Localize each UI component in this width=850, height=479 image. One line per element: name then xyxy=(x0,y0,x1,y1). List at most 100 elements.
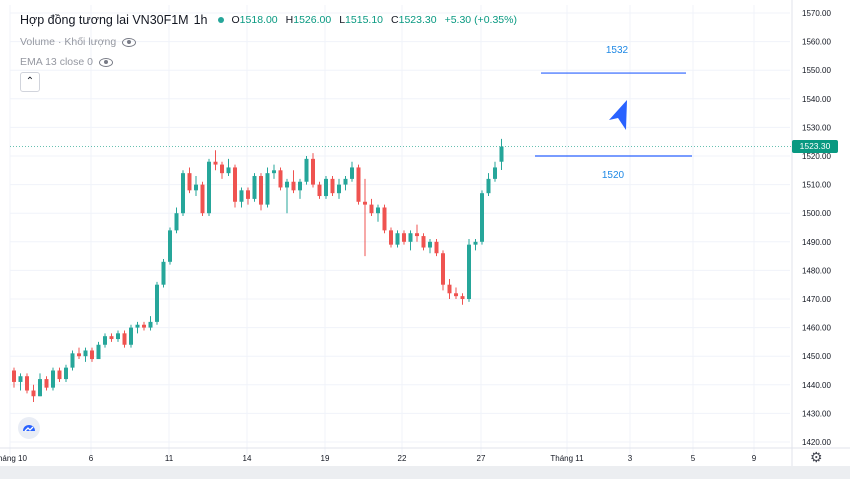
candle-body xyxy=(18,376,23,382)
arrow-up-icon[interactable] xyxy=(609,100,627,130)
candle-body xyxy=(285,181,289,188)
y-tick-label: 1430.00 xyxy=(802,409,831,418)
x-tick-label: 6 xyxy=(89,454,94,463)
candle-body xyxy=(233,167,237,202)
tradingview-logo-icon[interactable] xyxy=(18,417,40,439)
candle-body xyxy=(389,230,393,245)
candle-body xyxy=(174,213,179,231)
status-dot-icon xyxy=(217,17,224,23)
y-tick-label: 1460.00 xyxy=(802,324,831,333)
candle-body xyxy=(25,376,29,391)
y-tick-label: 1520.00 xyxy=(802,152,831,161)
ema-legend[interactable]: EMA 13 close 0 xyxy=(20,56,113,68)
candle-body xyxy=(408,233,413,242)
ohlc-low: L1515.10 xyxy=(339,14,384,26)
x-tick-label: 27 xyxy=(477,454,486,463)
x-tick-label: Tháng 10 xyxy=(0,454,27,463)
candle-body xyxy=(486,178,491,194)
candle-body xyxy=(330,178,335,194)
candle-body xyxy=(161,261,166,285)
candle-body xyxy=(434,241,439,254)
candle-body xyxy=(129,327,133,345)
x-tick-label: 11 xyxy=(165,454,174,463)
candle-body xyxy=(467,244,471,299)
candle-body xyxy=(278,170,283,188)
candle-body xyxy=(194,184,198,191)
y-tick-label: 1450.00 xyxy=(802,352,831,361)
candles xyxy=(12,138,504,402)
candle-body xyxy=(311,158,315,185)
axes: 1570.00 1560.00 1550.00 1540.00 1530.00 1520.… xyxy=(0,0,850,466)
level-lines xyxy=(535,72,692,157)
symbol-name[interactable]: Hợp đồng tương lai VN30F1M xyxy=(20,13,189,27)
candle-body xyxy=(103,336,107,345)
candle-body xyxy=(252,176,257,199)
candle-body xyxy=(148,321,153,328)
candle-body xyxy=(109,336,114,340)
candle-body xyxy=(499,146,504,162)
candle-body xyxy=(213,161,218,165)
bottom-strip xyxy=(0,466,850,479)
candle-body xyxy=(298,181,302,191)
y-tick-label: 1420.00 xyxy=(802,438,831,447)
candle-body xyxy=(51,370,55,388)
candle-body xyxy=(363,201,367,205)
candle-body xyxy=(122,333,127,345)
x-tick-label: 3 xyxy=(628,454,633,463)
eye-icon[interactable] xyxy=(98,57,113,67)
volume-label: Volume · Khối lượng xyxy=(20,36,117,48)
candle-body xyxy=(38,379,42,397)
x-tick-label: 19 xyxy=(321,454,330,463)
candle-body xyxy=(350,167,354,179)
candle-body xyxy=(473,241,478,245)
candle-body xyxy=(272,170,276,174)
candle-body xyxy=(441,253,445,285)
candle-body xyxy=(447,284,452,294)
candle-body xyxy=(31,390,36,397)
candle-body xyxy=(64,367,68,380)
candle-body xyxy=(187,173,192,191)
grid xyxy=(9,5,792,455)
candle-body xyxy=(83,350,88,357)
candle-body xyxy=(226,167,231,174)
candle-body xyxy=(369,204,374,214)
candle-body xyxy=(207,161,211,214)
candle-body xyxy=(90,350,94,360)
candle-body xyxy=(291,181,296,191)
y-tick-label: 1500.00 xyxy=(802,209,831,218)
x-tick-label: Tháng 11 xyxy=(550,454,584,463)
candle-body xyxy=(77,353,81,357)
candle-body xyxy=(415,233,419,237)
y-tick-label: 1440.00 xyxy=(802,381,831,390)
gear-icon[interactable]: ⚙ xyxy=(810,449,823,465)
candle-body xyxy=(57,370,62,380)
candle-body xyxy=(142,324,146,328)
ohlc-close: C1523.30 xyxy=(391,14,437,26)
chevron-up-icon[interactable]: ⌃ xyxy=(20,72,40,92)
timeframe[interactable]: 1h xyxy=(193,13,208,27)
volume-legend[interactable]: Volume · Khối lượng xyxy=(20,36,137,48)
candle-body xyxy=(343,178,348,185)
candle-body xyxy=(493,167,497,179)
candle-body xyxy=(44,379,49,388)
y-tick-label: 1480.00 xyxy=(802,266,831,275)
candle-body xyxy=(395,233,400,245)
candle-body xyxy=(259,176,263,205)
y-tick-label: 1470.00 xyxy=(802,295,831,304)
candle-body xyxy=(356,167,361,202)
eye-icon[interactable] xyxy=(122,37,137,47)
candle-body xyxy=(200,184,205,214)
candle-body xyxy=(12,370,16,382)
x-tick-label: 9 xyxy=(752,454,757,463)
candle-body xyxy=(246,190,250,199)
lower-level-label: 1520 xyxy=(602,170,625,181)
y-tick-label: 1550.00 xyxy=(802,66,831,75)
y-tick-label: 1540.00 xyxy=(802,95,831,104)
candle-body xyxy=(376,207,380,214)
candle-body xyxy=(428,241,432,248)
last-price-tag: 1523.30 xyxy=(792,140,838,153)
candle-body xyxy=(317,184,322,197)
y-tick-label: 1530.00 xyxy=(802,123,831,132)
